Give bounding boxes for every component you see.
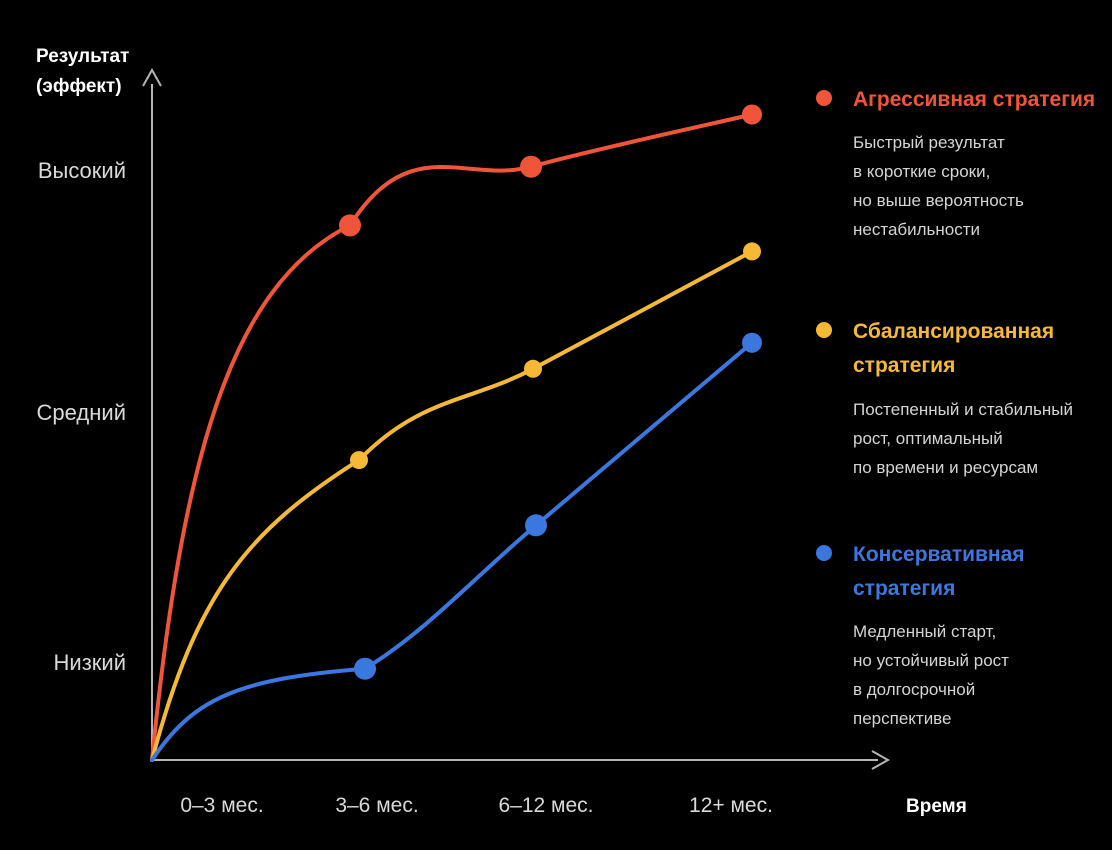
- x-axis-title: Время: [906, 796, 967, 817]
- legend-description-balanced: Постепенный и стабильный: [853, 400, 1073, 419]
- y-axis-title-line-2: (эффект): [36, 76, 122, 97]
- legend-description-aggressive: в короткие сроки,: [853, 162, 990, 181]
- legend-title-conservative: Консервативная: [853, 543, 1025, 566]
- legend-title-balanced: Сбалансированная: [853, 320, 1054, 343]
- legend-title-balanced: стратегия: [853, 354, 955, 377]
- data-point-balanced: [743, 242, 761, 261]
- x-tick-label: 3–6 мес.: [335, 794, 418, 817]
- y-tick-label-medium: Средний: [37, 400, 126, 425]
- y-axis-arrowhead: [142, 67, 162, 87]
- legend-description-aggressive: но выше вероятность: [853, 191, 1024, 210]
- series-line-aggressive: [150, 112, 754, 762]
- legend-description-balanced: по времени и ресурсам: [853, 458, 1038, 477]
- series-line-balanced: [150, 249, 754, 762]
- legend-description-balanced: рост, оптимальный: [853, 429, 1003, 448]
- legend: Агрессивная стратегия Быстрый результат в …: [816, 88, 1095, 728]
- legend-description-aggressive: нестабильности: [853, 220, 980, 239]
- x-tick-label: 12+ мес.: [689, 794, 773, 817]
- data-point-aggressive: [339, 214, 361, 237]
- legend-description-aggressive: Быстрый результат: [853, 133, 1005, 152]
- legend-title-aggressive: Агрессивная стратегия: [853, 88, 1095, 111]
- data-point-aggressive: [742, 104, 762, 125]
- legend-marker-aggressive: [816, 90, 832, 106]
- legend-item-aggressive: Агрессивная стратегия Быстрый результат в …: [816, 88, 1095, 239]
- data-point-conservative: [525, 514, 547, 537]
- data-point-conservative: [742, 332, 762, 353]
- data-point-aggressive: [520, 155, 542, 178]
- legend-item-balanced: Сбалансированная стратегия Постепенный и с…: [816, 320, 1073, 477]
- x-tick-label: 6–12 мес.: [498, 794, 593, 817]
- data-point-balanced: [524, 359, 542, 378]
- y-tick-label-high: Высокий: [38, 158, 126, 183]
- legend-description-conservative: но устойчивый рост: [853, 651, 1009, 670]
- series-line-conservative: [150, 340, 754, 762]
- legend-marker-conservative: [816, 545, 832, 561]
- x-axis-arrowhead: [871, 750, 891, 770]
- x-tick-label: 0–3 мес.: [180, 794, 263, 817]
- data-point-conservative: [354, 657, 376, 680]
- legend-title-conservative: стратегия: [853, 577, 955, 600]
- legend-description-conservative: Медленный старт,: [853, 622, 996, 641]
- axes-group: [142, 67, 891, 770]
- series-layer: [150, 104, 762, 762]
- legend-description-conservative: в долгосрочной: [853, 680, 975, 699]
- legend-marker-balanced: [816, 322, 832, 338]
- y-tick-label-low: Низкий: [54, 650, 126, 675]
- legend-description-conservative: перспективе: [853, 709, 951, 728]
- legend-item-conservative: Консервативная стратегия Медленный старт, н…: [816, 543, 1025, 728]
- data-point-balanced: [350, 451, 368, 470]
- y-axis-title-line-1: Результат: [36, 46, 129, 67]
